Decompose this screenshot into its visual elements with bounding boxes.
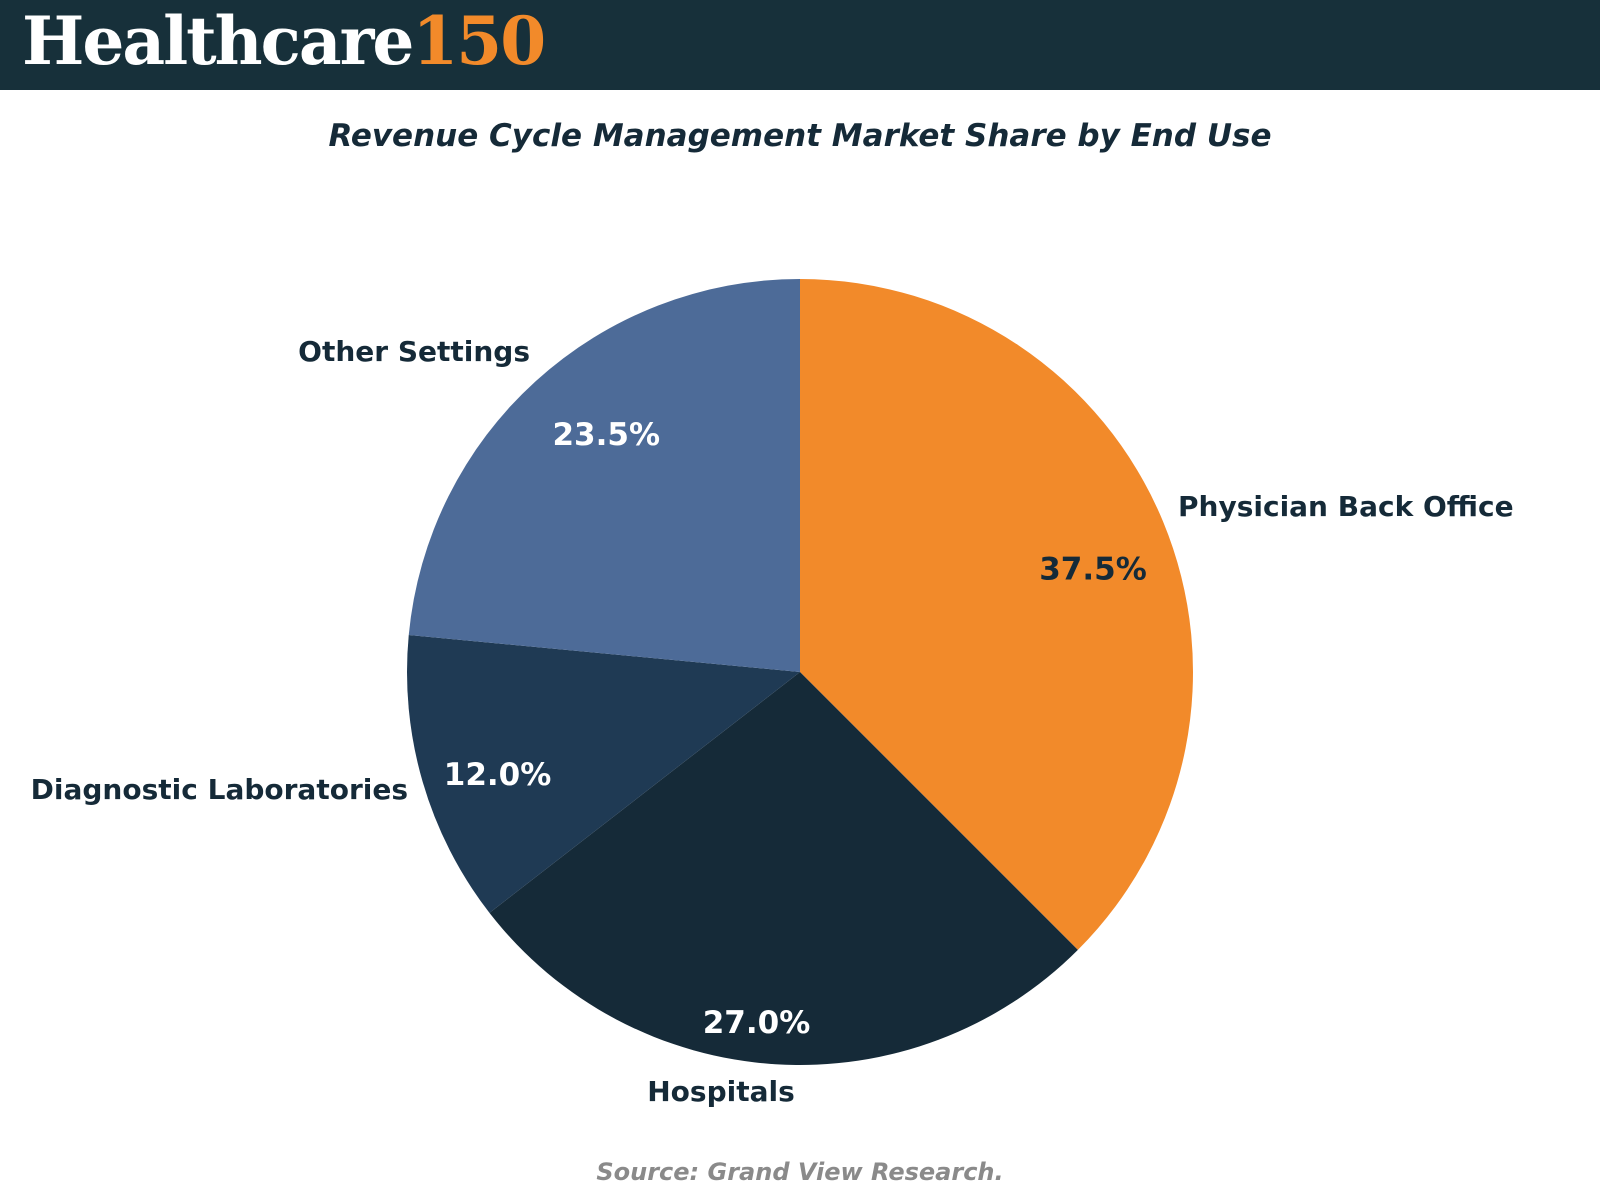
chart-title: Revenue Cycle Management Market Share by…: [328, 118, 1272, 154]
slice-category-label: Diagnostic Laboratories: [31, 773, 408, 806]
source-note: Source: Grand View Research.: [596, 1158, 1004, 1186]
slice-category-label: Other Settings: [298, 335, 530, 368]
slice-category-label: Physician Back Office: [1178, 490, 1514, 523]
slice-category-label: Hospitals: [647, 1075, 795, 1108]
slice-value-label: 37.5%: [1039, 551, 1147, 587]
brand-logo: Healthcare150: [22, 2, 546, 80]
slice-value-label: 12.0%: [444, 757, 552, 793]
slice-value-label: 27.0%: [703, 1005, 811, 1041]
slice-value-label: 23.5%: [552, 417, 660, 453]
pie-slice-diagnostic-laboratories: [407, 635, 800, 913]
pie-slice-other-settings: [408, 279, 800, 672]
pie-slice-hospitals: [489, 672, 1078, 1065]
brand-word: Healthcare: [22, 2, 414, 80]
header-bar: Healthcare150: [0, 0, 1600, 90]
brand-number: 150: [412, 2, 546, 80]
pie-slice-physician-back-office: [800, 279, 1193, 950]
